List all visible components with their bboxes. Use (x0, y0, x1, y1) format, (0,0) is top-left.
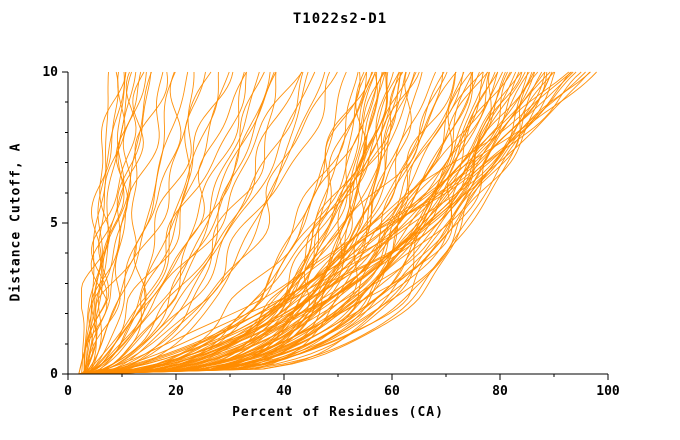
data-curve (81, 71, 168, 375)
data-curve (78, 71, 137, 375)
chart-title: T1022s2-D1 (292, 11, 388, 27)
data-curve (83, 71, 125, 374)
data-curve (84, 71, 533, 375)
data-curve (84, 71, 373, 375)
data-curve (81, 71, 127, 375)
data-curve (89, 71, 423, 375)
data-curve (84, 71, 386, 375)
x-tick-label: 60 (384, 384, 400, 399)
data-curve (84, 71, 523, 375)
data-curve (84, 71, 407, 375)
data-curve (84, 71, 277, 375)
data-curve (84, 71, 448, 375)
data-curve (86, 71, 152, 375)
data-curve (84, 71, 309, 375)
x-tick-label: 40 (276, 384, 292, 399)
curves-layer (78, 71, 597, 375)
data-curve (86, 71, 530, 375)
tick-labels: 0 20 40 60 80 100 0 5 10 (42, 65, 620, 399)
data-curve (83, 71, 119, 374)
data-curve (86, 71, 245, 375)
data-curve (84, 71, 551, 375)
data-curve (81, 71, 420, 375)
data-curve (84, 71, 303, 375)
data-curve (84, 71, 384, 375)
data-curve (81, 71, 326, 375)
y-axis-label: Distance Cutoff, A (8, 142, 24, 302)
data-curve (89, 71, 591, 375)
data-curve (78, 71, 260, 375)
data-curve (84, 71, 331, 375)
data-curve (83, 71, 234, 375)
data-curve (84, 71, 526, 375)
data-curve (78, 71, 247, 375)
data-curve (83, 71, 152, 375)
data-curve (84, 71, 553, 375)
x-tick-label: 100 (596, 384, 620, 399)
data-curve (84, 71, 417, 375)
data-curve (84, 71, 529, 375)
y-tick-label: 0 (50, 367, 58, 382)
data-curve (84, 71, 304, 375)
data-curve (83, 71, 142, 375)
data-curve (78, 71, 145, 375)
x-tick-label: 0 (64, 384, 72, 399)
data-curve (89, 71, 543, 375)
data-curve (84, 71, 368, 375)
data-curve (89, 71, 219, 375)
data-curve (84, 71, 271, 375)
x-axis-label: Percent of Residues (CA) (232, 405, 444, 420)
tick-marks (62, 71, 609, 380)
x-tick-label: 20 (168, 384, 184, 399)
x-tick-label: 80 (492, 384, 508, 399)
data-curve (84, 71, 539, 375)
data-curve (84, 71, 556, 375)
data-curve (83, 71, 109, 375)
data-curve (84, 71, 182, 375)
y-tick-label: 5 (50, 216, 58, 231)
data-curve (89, 71, 338, 375)
data-curve (84, 71, 591, 375)
data-curve (84, 71, 572, 375)
data-curve (84, 71, 316, 375)
data-curve (84, 71, 206, 375)
data-curve (89, 71, 133, 375)
data-curve (86, 71, 472, 375)
data-curve (84, 71, 394, 375)
data-curve (84, 71, 522, 375)
data-curve (86, 71, 275, 375)
data-curve (84, 71, 582, 375)
data-curve (81, 71, 499, 375)
data-curve (84, 71, 570, 375)
data-curve (78, 71, 586, 375)
data-curve (84, 71, 577, 375)
data-curve (83, 71, 247, 375)
data-curve (86, 71, 597, 375)
y-tick-label: 10 (42, 65, 58, 80)
data-curve (84, 71, 265, 375)
